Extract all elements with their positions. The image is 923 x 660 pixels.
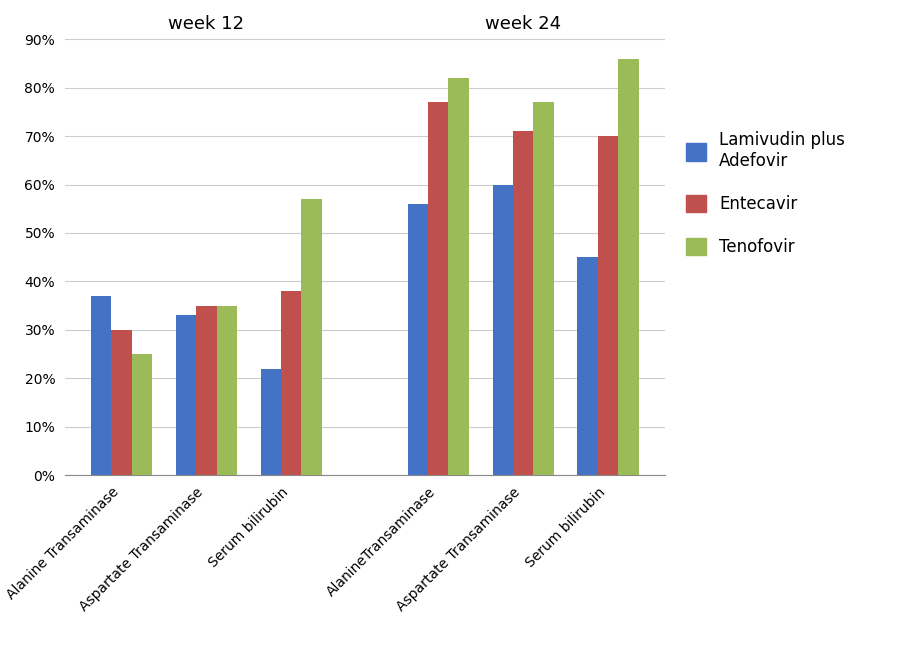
Bar	[260, 369, 281, 475]
Bar	[281, 291, 302, 475]
Bar	[175, 315, 197, 475]
Bar	[533, 102, 554, 475]
Legend: Lamivudin plus
Adefovir, Entecavir, Tenofovir: Lamivudin plus Adefovir, Entecavir, Teno…	[679, 125, 851, 263]
Text: week 24: week 24	[485, 15, 561, 34]
Bar	[408, 204, 428, 475]
Text: week 12: week 12	[168, 15, 245, 34]
Bar	[91, 296, 112, 475]
Bar	[449, 78, 469, 475]
Bar	[428, 102, 449, 475]
Bar	[493, 185, 513, 475]
Bar	[513, 131, 533, 475]
Bar	[598, 136, 618, 475]
Bar	[112, 330, 132, 475]
Bar	[197, 306, 217, 475]
Bar	[132, 354, 152, 475]
Bar	[578, 257, 598, 475]
Bar	[618, 59, 639, 475]
Bar	[217, 306, 237, 475]
Bar	[302, 199, 322, 475]
